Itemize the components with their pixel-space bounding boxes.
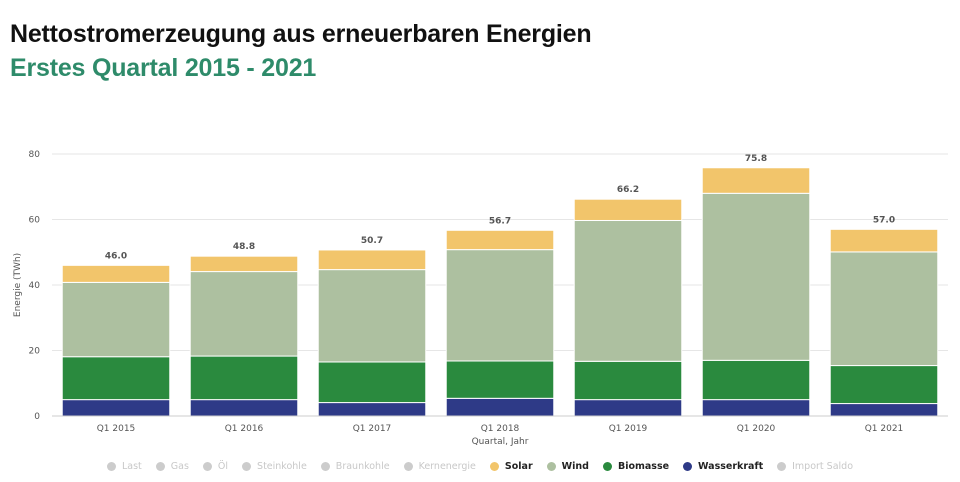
x-tick-label: Q1 2015	[97, 424, 136, 434]
legend-dot-icon	[403, 462, 413, 471]
y-tick-label: 0	[34, 412, 40, 422]
x-tick-label: Q1 2016	[225, 424, 264, 434]
legend-dot-icon	[777, 462, 787, 471]
bar-biomasse-7[interactable]	[829, 365, 939, 405]
legend-dot-icon	[242, 462, 252, 471]
legend-item-wasserkraft[interactable]: Wasserkraft	[683, 461, 763, 472]
legend-dot-icon	[546, 462, 556, 471]
legend-label: Wind	[561, 461, 589, 472]
legend-dot-icon	[106, 462, 116, 471]
legend-item-steinkohle[interactable]: Steinkohle	[242, 461, 307, 472]
bar-wind-3[interactable]	[317, 269, 427, 363]
bar-wasserkraft-6[interactable]	[701, 399, 811, 417]
bar-biomasse-3[interactable]	[317, 361, 427, 404]
legend-label: Steinkohle	[257, 461, 307, 472]
legend-item-gas[interactable]: Gas	[155, 461, 189, 472]
x-tick-label: Q1 2017	[353, 424, 392, 434]
total-label: 56.7	[489, 216, 511, 226]
legend-label: Braunkohle	[335, 461, 390, 472]
legend-label: Import Saldo	[792, 461, 854, 472]
legend-label: Kernenergie	[418, 461, 476, 472]
chart-subtitle: Erstes Quartal 2015 - 2021	[10, 54, 317, 82]
y-tick-label: 80	[29, 150, 41, 160]
bar-wasserkraft-1[interactable]	[61, 399, 171, 417]
legend-item-wind[interactable]: Wind	[546, 461, 589, 472]
legend-dot-icon	[202, 462, 212, 471]
y-axis-title: Energie (TWh)	[13, 253, 23, 317]
x-tick-label: Q1 2019	[609, 424, 648, 434]
legend-dot-icon	[320, 462, 330, 471]
bar-biomasse-2[interactable]	[189, 355, 299, 401]
total-label: 48.8	[233, 242, 255, 252]
y-tick-label: 40	[29, 281, 41, 291]
legend-dot-icon	[683, 462, 693, 471]
bar-solar-3[interactable]	[317, 249, 427, 271]
bar-biomasse-5[interactable]	[573, 360, 683, 401]
bar-solar-4[interactable]	[445, 229, 555, 251]
stacked-bar-chart: 0 20 40 60 80 46.0 48.8 50.7 56.7 66.2 75.8 57.0 Q…	[13, 150, 948, 447]
legend-item-braunkohle[interactable]: Braunkohle	[320, 461, 390, 472]
chart-title: Nettostromerzeugung aus erneuerbaren Ene…	[10, 20, 592, 48]
bar-solar-1[interactable]	[61, 264, 171, 283]
y-tick-label: 20	[29, 347, 41, 357]
bar-wind-4[interactable]	[445, 249, 555, 362]
legend-item-kernenergie[interactable]: Kernenergie	[403, 461, 476, 472]
bar-solar-5[interactable]	[573, 198, 683, 221]
legend-label: Solar	[504, 461, 533, 472]
total-label: 66.2	[617, 185, 639, 195]
x-tick-label: Q1 2018	[481, 424, 520, 434]
x-tick-label: Q1 2020	[737, 424, 776, 434]
legend-label: Biomasse	[617, 461, 670, 472]
bar-wind-6[interactable]	[701, 192, 811, 361]
y-axis-ticks: 0 20 40 60 80	[29, 150, 41, 422]
bar-biomasse-1[interactable]	[61, 356, 171, 401]
legend-item--l[interactable]: Öl	[202, 461, 229, 472]
legend-dot-icon	[489, 462, 499, 471]
legend-label: Gas	[170, 461, 189, 472]
legend-dot-icon	[155, 462, 165, 471]
total-labels: 46.0 48.8 50.7 56.7 66.2 75.8 57.0	[105, 154, 895, 262]
bar-solar-2[interactable]	[189, 255, 299, 273]
legend-label: Last	[121, 461, 142, 472]
x-tick-label: Q1 2021	[865, 424, 904, 434]
legend-item-last[interactable]: Last	[106, 461, 142, 472]
total-label: 75.8	[745, 154, 767, 164]
bar-biomasse-4[interactable]	[445, 360, 555, 399]
bar-wind-5[interactable]	[573, 219, 683, 362]
total-label: 46.0	[105, 251, 127, 261]
total-label: 50.7	[361, 236, 383, 246]
total-label: 57.0	[873, 215, 895, 225]
bar-solar-7[interactable]	[829, 228, 939, 253]
x-axis-title: Quartal, Jahr	[472, 437, 529, 447]
bar-wasserkraft-3[interactable]	[317, 402, 427, 417]
bar-wasserkraft-7[interactable]	[829, 403, 939, 417]
legend-item-biomasse[interactable]: Biomasse	[602, 461, 670, 472]
bar-wind-1[interactable]	[61, 281, 171, 358]
bar-wind-2[interactable]	[189, 271, 299, 357]
legend-label: Wasserkraft	[698, 461, 764, 472]
bars	[61, 167, 939, 417]
legend-item-import-saldo[interactable]: Import Saldo	[777, 461, 853, 472]
x-axis-ticks: Q1 2015 Q1 2016 Q1 2017 Q1 2018 Q1 2019 Q1 20…	[97, 424, 904, 434]
y-tick-label: 60	[29, 216, 41, 226]
legend-item-solar[interactable]: Solar	[489, 461, 533, 472]
legend: Last Gas Öl Steinkohle Braunkohle Kernenergie…	[0, 461, 960, 472]
bar-solar-6[interactable]	[701, 167, 811, 194]
legend-dot-icon	[602, 462, 612, 471]
legend-label: Öl	[217, 461, 229, 472]
bar-wasserkraft-5[interactable]	[573, 399, 683, 417]
bar-wind-7[interactable]	[829, 251, 939, 367]
bar-wasserkraft-2[interactable]	[189, 399, 299, 417]
bar-biomasse-6[interactable]	[701, 359, 811, 401]
bar-wasserkraft-4[interactable]	[445, 397, 555, 417]
